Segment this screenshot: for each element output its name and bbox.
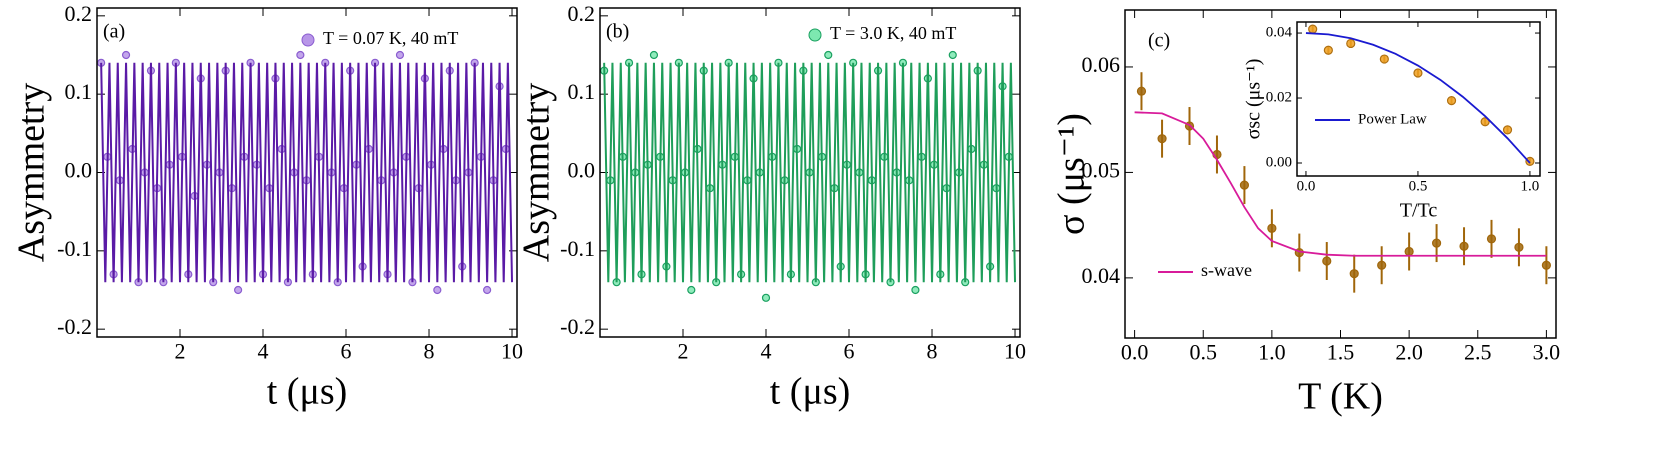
y-axis-label: σsc (μs⁻¹) bbox=[1243, 59, 1265, 140]
data-point bbox=[433, 285, 442, 295]
legend-label: Power Law bbox=[1358, 111, 1427, 127]
data-point bbox=[1346, 38, 1356, 49]
data-point bbox=[1480, 117, 1490, 127]
x-tick-label: 6 bbox=[844, 339, 855, 364]
y-tick-label: -0.1 bbox=[560, 236, 595, 261]
y-axis-label: Asymmetry bbox=[11, 83, 53, 262]
panel-label: (c) bbox=[1148, 30, 1170, 52]
data-point bbox=[1377, 260, 1387, 270]
data-point bbox=[1413, 68, 1423, 78]
y-tick-label: -0.2 bbox=[560, 314, 595, 339]
data-point bbox=[1525, 156, 1535, 166]
data-point bbox=[1446, 96, 1457, 106]
data-point bbox=[1404, 246, 1414, 257]
legend-label: s-wave bbox=[1201, 260, 1252, 280]
data-point bbox=[1308, 24, 1318, 34]
x-tick-label: 6 bbox=[341, 339, 352, 364]
data-point bbox=[1323, 45, 1333, 55]
data-point bbox=[483, 285, 492, 295]
x-tick-label: 0.0 bbox=[1297, 179, 1316, 195]
fit-line bbox=[1134, 111, 1547, 257]
y-tick-label: -0.2 bbox=[57, 314, 92, 339]
x-tick-label: 8 bbox=[424, 339, 435, 364]
y-tick-label: 0.2 bbox=[568, 1, 596, 26]
x-tick-label: 0.5 bbox=[1409, 179, 1428, 195]
x-tick-label: 8 bbox=[927, 339, 938, 364]
data-point bbox=[649, 50, 659, 60]
data-point bbox=[761, 293, 771, 302]
data-point bbox=[1157, 134, 1167, 144]
axes-frame bbox=[96, 7, 518, 338]
legend-label: T = 3.0 K, 40 mT bbox=[830, 23, 956, 43]
data-point bbox=[1486, 234, 1497, 244]
x-tick-label: 2.5 bbox=[1464, 340, 1492, 365]
data-point bbox=[234, 285, 243, 295]
data-point bbox=[1502, 125, 1513, 135]
x-tick-label: 2 bbox=[175, 339, 186, 364]
data-point bbox=[1136, 86, 1147, 96]
data-point bbox=[1514, 242, 1524, 252]
data-point bbox=[296, 50, 305, 60]
y-tick-label: 0.2 bbox=[65, 1, 93, 26]
x-tick-label: 4 bbox=[761, 339, 772, 364]
y-tick-label: 0.04 bbox=[1082, 263, 1121, 288]
fit-line bbox=[603, 62, 1017, 283]
x-tick-label: 2 bbox=[678, 339, 689, 364]
inset-background bbox=[1297, 22, 1540, 176]
fit-line bbox=[1305, 32, 1531, 164]
axes-frame bbox=[1296, 21, 1541, 177]
data-point bbox=[911, 285, 920, 295]
y-tick-label: 0.0 bbox=[568, 158, 596, 183]
x-tick-label: 3.0 bbox=[1533, 340, 1561, 365]
legend-marker bbox=[301, 33, 315, 47]
x-tick-label: 10 bbox=[1004, 339, 1026, 364]
legend-label: T = 0.07 K, 40 mT bbox=[323, 28, 458, 48]
data-point bbox=[1541, 260, 1551, 270]
panel-label: (a) bbox=[103, 21, 125, 43]
x-tick-label: 4 bbox=[258, 339, 269, 364]
y-axis-label: σ (μs⁻¹) bbox=[1051, 113, 1093, 235]
x-tick-label: 1.0 bbox=[1521, 179, 1540, 195]
y-tick-label: 0.04 bbox=[1266, 24, 1293, 40]
axes-frame bbox=[599, 7, 1021, 338]
x-axis-label: t (μs) bbox=[770, 371, 851, 413]
x-tick-label: 0.0 bbox=[1121, 340, 1149, 365]
data-point bbox=[121, 50, 131, 60]
data-point bbox=[1459, 241, 1469, 251]
data-point bbox=[395, 50, 405, 60]
y-tick-label: 0.1 bbox=[568, 79, 596, 104]
data-point bbox=[1379, 54, 1389, 64]
data-point bbox=[1239, 180, 1250, 190]
y-axis-label: Asymmetry bbox=[516, 83, 558, 262]
x-axis-label: T/Tc bbox=[1400, 200, 1438, 222]
data-point bbox=[687, 285, 696, 295]
x-tick-label: 2.0 bbox=[1395, 340, 1423, 365]
panel-label: (b) bbox=[606, 21, 629, 43]
x-tick-label: 10 bbox=[501, 339, 523, 364]
y-tick-label: 0.02 bbox=[1266, 89, 1292, 105]
y-tick-label: 0.00 bbox=[1266, 154, 1292, 170]
x-tick-label: 1.0 bbox=[1258, 340, 1286, 365]
axes-frame bbox=[1124, 9, 1557, 339]
y-tick-label: 0.1 bbox=[65, 79, 93, 104]
legend-marker bbox=[808, 28, 822, 42]
y-tick-label: 0.06 bbox=[1082, 52, 1121, 77]
x-axis-label: t (μs) bbox=[267, 371, 348, 413]
fit-line bbox=[100, 62, 514, 283]
data-point bbox=[1322, 256, 1332, 266]
data-point bbox=[948, 50, 957, 60]
data-point bbox=[824, 50, 833, 60]
y-tick-label: 0.05 bbox=[1082, 157, 1121, 182]
x-axis-label: T (K) bbox=[1298, 376, 1383, 418]
y-tick-label: 0.0 bbox=[65, 158, 93, 183]
data-point bbox=[1349, 269, 1359, 279]
y-tick-label: -0.1 bbox=[57, 236, 92, 261]
data-point bbox=[1267, 223, 1277, 233]
x-tick-label: 0.5 bbox=[1189, 340, 1217, 365]
x-tick-label: 1.5 bbox=[1327, 340, 1355, 365]
data-point bbox=[1431, 238, 1442, 248]
